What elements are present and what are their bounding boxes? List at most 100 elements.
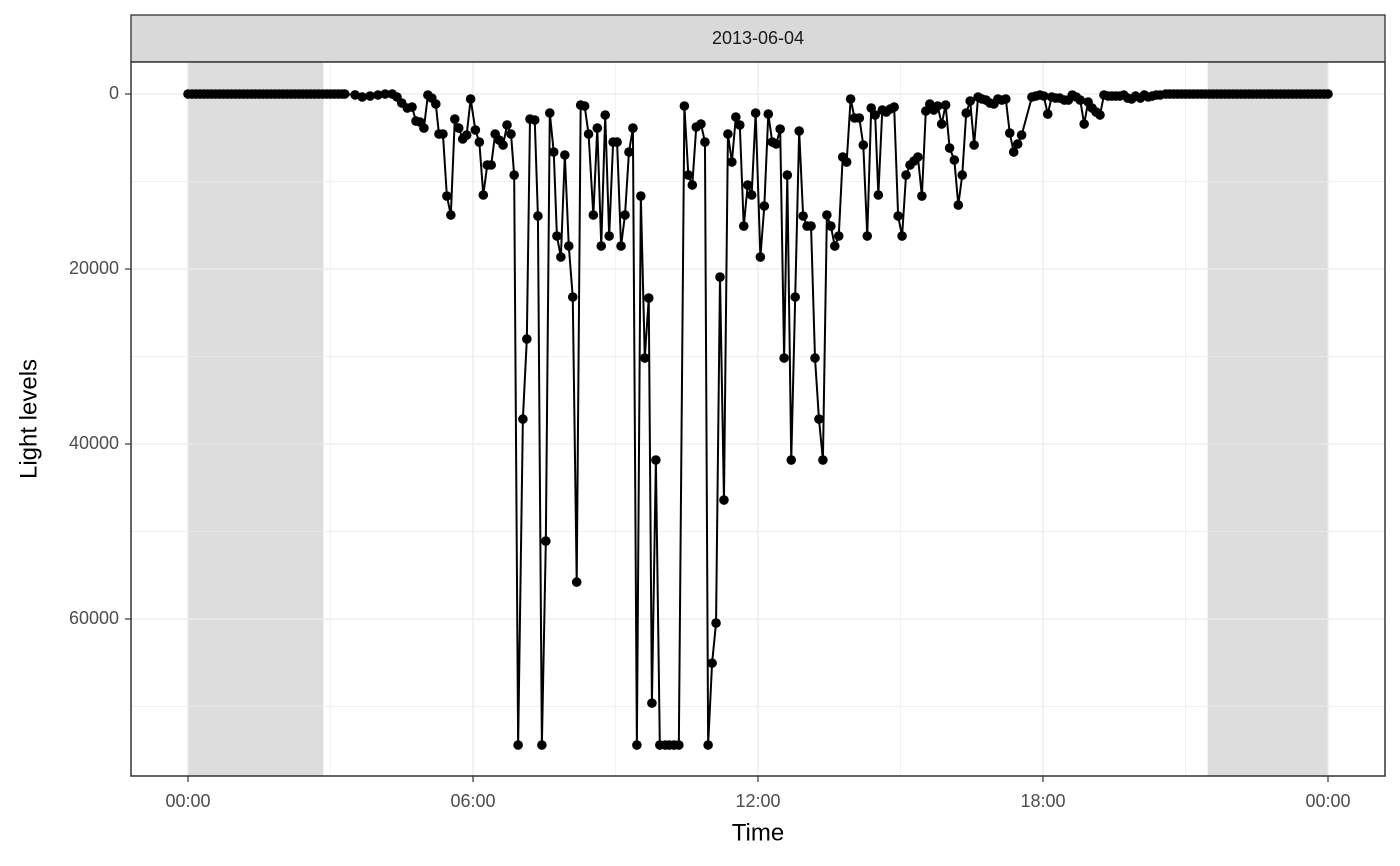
data-point — [870, 110, 880, 120]
strip-label: 2013-06-04 — [712, 28, 804, 48]
data-point — [465, 94, 476, 104]
data-point — [509, 170, 519, 180]
data-point — [944, 143, 955, 153]
y-tick-label: 20000 — [69, 258, 119, 278]
data-point — [940, 100, 951, 110]
data-point — [1323, 89, 1333, 99]
strip — [130, 14, 1386, 63]
x-tick-label: 06:00 — [450, 791, 495, 811]
data-point — [822, 210, 832, 220]
data-point — [438, 129, 448, 139]
data-point — [430, 99, 441, 109]
data-point — [779, 353, 789, 363]
data-point — [711, 618, 721, 628]
y-tick-label: 0 — [109, 83, 119, 103]
data-point — [794, 126, 804, 136]
data-point — [588, 210, 599, 220]
data-point — [723, 129, 733, 139]
data-point — [810, 353, 820, 363]
data-point — [953, 200, 964, 210]
data-point — [889, 102, 899, 112]
data-point — [533, 211, 543, 221]
data-point — [818, 455, 828, 465]
data-point — [854, 113, 865, 123]
data-point — [921, 106, 931, 116]
data-point — [771, 139, 782, 149]
data-point — [453, 123, 464, 133]
data-point — [506, 129, 516, 139]
data-point — [567, 292, 578, 302]
data-point — [798, 211, 808, 221]
data-point — [862, 231, 873, 241]
data-point — [616, 241, 626, 251]
data-point — [913, 152, 923, 162]
data-point — [518, 414, 528, 424]
data-point — [486, 160, 497, 170]
data-point — [600, 110, 611, 120]
data-point — [961, 108, 972, 118]
data-point — [541, 536, 551, 546]
data-point — [897, 231, 907, 241]
data-point — [746, 190, 757, 200]
x-tick-label: 12:00 — [735, 791, 780, 811]
y-axis-title: Light levels — [15, 359, 42, 479]
data-point — [624, 147, 634, 157]
x-tick-label: 00:00 — [165, 791, 210, 811]
data-point — [1038, 91, 1049, 101]
data-point — [893, 211, 903, 221]
data-point — [560, 150, 570, 160]
data-point — [775, 124, 785, 134]
data-point — [449, 114, 460, 124]
data-point — [936, 119, 947, 129]
data-point — [683, 170, 694, 180]
data-point — [679, 101, 690, 111]
data-point — [639, 353, 650, 363]
data-point — [901, 170, 911, 180]
data-point — [917, 191, 927, 201]
data-point — [636, 191, 646, 201]
data-point — [719, 495, 729, 505]
data-point — [373, 90, 383, 100]
data-point — [1000, 94, 1011, 104]
data-point — [571, 577, 582, 587]
night-shading — [1207, 62, 1328, 776]
data-point — [734, 120, 745, 130]
data-point — [498, 140, 508, 150]
data-point — [643, 293, 654, 303]
data-point — [845, 94, 856, 104]
data-point — [522, 334, 532, 344]
data-point — [782, 170, 793, 180]
y-tick-label: 60000 — [69, 608, 119, 628]
data-point — [957, 170, 968, 180]
data-point — [612, 137, 622, 147]
data-point — [365, 91, 375, 101]
data-point — [969, 140, 979, 150]
x-tick-label: 00:00 — [1305, 791, 1350, 811]
data-point — [687, 180, 698, 190]
data-point — [502, 120, 512, 130]
data-point — [596, 241, 607, 251]
data-point — [461, 130, 472, 140]
data-point — [833, 231, 844, 241]
data-point — [696, 119, 706, 129]
data-point — [707, 658, 717, 668]
data-point — [357, 92, 367, 102]
data-point — [579, 101, 590, 111]
plot-layer: 00:00 06:00 12:00 18:00 00:00 0 20000 40000 6000… — [69, 61, 1386, 811]
data-point — [755, 252, 766, 262]
data-point — [731, 112, 741, 122]
data-point — [1095, 110, 1105, 120]
data-point — [620, 210, 630, 220]
data-point — [552, 231, 562, 241]
data-point — [829, 241, 840, 251]
data-point — [380, 89, 390, 99]
data-point — [750, 108, 761, 118]
data-point — [1075, 95, 1086, 105]
data-point — [556, 252, 566, 262]
data-point — [537, 740, 547, 750]
data-point — [949, 155, 960, 165]
data-point — [1004, 128, 1015, 138]
data-point — [592, 123, 603, 133]
data-point — [407, 102, 417, 112]
